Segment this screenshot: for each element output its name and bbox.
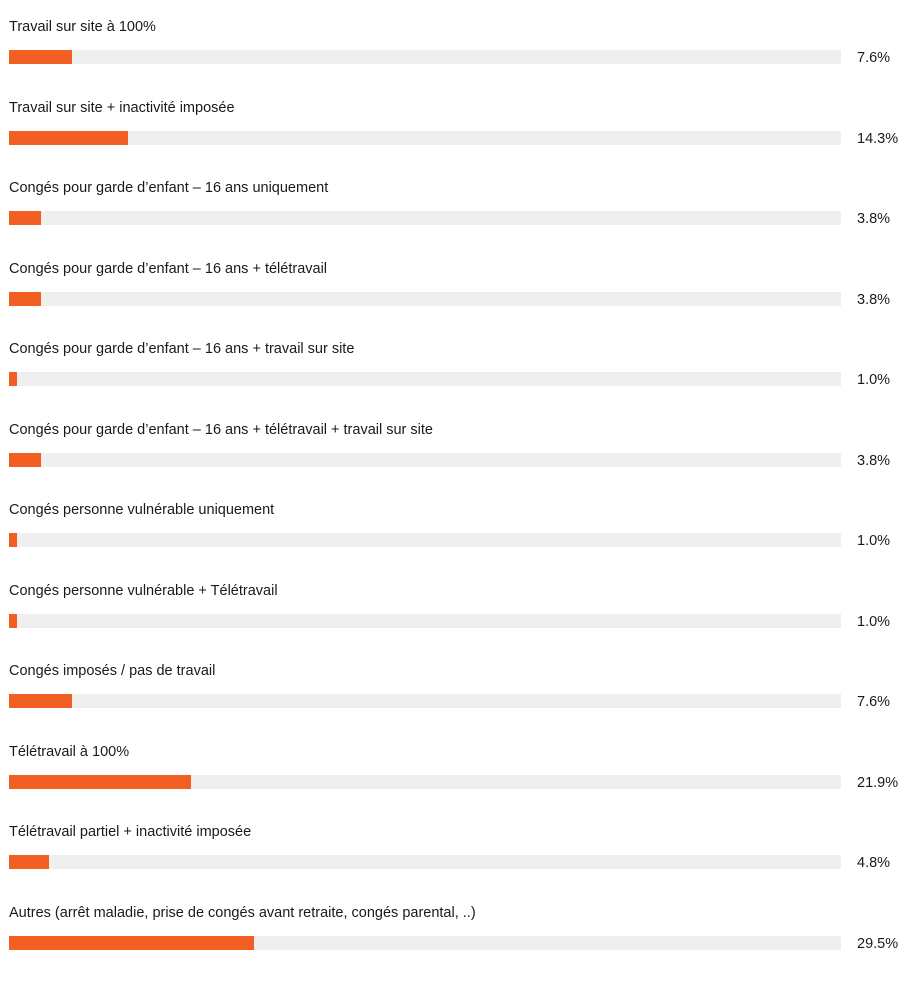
category-label: Congés personne vulnérable uniquement [9, 502, 275, 518]
category-label: Autres (arrêt maladie, prise de congés a… [9, 904, 476, 921]
value-label: 3.8% [857, 452, 891, 469]
bar-row: Télétravail à 100% 21.9% [0, 743, 909, 823]
bar [9, 50, 73, 64]
value-label: 1.0% [857, 372, 891, 388]
bar [9, 130, 128, 145]
bar-row: Congés imposés / pas de travail 7.6% [0, 662, 909, 742]
category-label: Congés pour garde d’enfant – 16 ans + tr… [9, 341, 355, 357]
bar-row: Travail sur site + inactivité imposée 14.… [0, 99, 909, 179]
bar [9, 291, 41, 306]
bar-row: Congés pour garde d’enfant – 16 ans + tr… [0, 340, 909, 420]
value-label: 3.8% [857, 291, 891, 308]
bar-row: Congés personne vulnérable + Télétravail… [0, 582, 909, 662]
bar [9, 372, 18, 386]
bar-row: Télétravail partiel + inactivité imposée… [0, 823, 909, 903]
bar-track [9, 613, 841, 628]
bar-track [9, 372, 841, 386]
bar-row: Congés pour garde d’enfant – 16 ans + té… [0, 421, 909, 501]
bar-track [9, 50, 841, 64]
category-label: Travail sur site à 100% [9, 19, 156, 35]
value-label: 1.0% [857, 533, 891, 549]
bar [9, 855, 49, 869]
category-label: Travail sur site + inactivité imposée [9, 99, 235, 116]
bar [9, 613, 18, 628]
bar [9, 211, 41, 225]
category-label: Congés imposés / pas de travail [9, 663, 216, 679]
bar-track [9, 774, 841, 789]
bar-row: Congés pour garde d’enfant – 16 ans + té… [0, 260, 909, 340]
bar [9, 452, 41, 467]
bar [9, 533, 18, 547]
bar-track [9, 855, 841, 869]
value-label: 3.8% [857, 211, 891, 227]
bar-track [9, 452, 841, 467]
category-label: Congés pour garde d’enfant – 16 ans + té… [9, 260, 328, 277]
category-label: Télétravail à 100% [9, 743, 130, 760]
bar-row: Travail sur site à 100% 7.6% [0, 18, 909, 98]
bar-track [9, 291, 841, 306]
bar [9, 694, 73, 708]
bar [9, 935, 255, 950]
bar-row: Congés pour garde d’enfant – 16 ans uniq… [0, 179, 909, 259]
category-label: Congés pour garde d’enfant – 16 ans + té… [9, 421, 433, 438]
category-label: Télétravail partiel + inactivité imposée [9, 824, 252, 840]
value-label: 1.0% [857, 613, 891, 630]
bar-track [9, 211, 841, 225]
bar-track [9, 533, 841, 547]
bar [9, 774, 192, 789]
value-label: 4.8% [857, 855, 891, 871]
bar-track [9, 935, 841, 950]
bar-track [9, 694, 841, 708]
value-label: 7.6% [857, 694, 891, 710]
bar-track [9, 130, 841, 145]
value-label: 21.9% [857, 774, 899, 791]
category-label: Congés pour garde d’enfant – 16 ans uniq… [9, 180, 329, 196]
category-label: Congés personne vulnérable + Télétravail [9, 582, 278, 599]
bar-row: Congés personne vulnérable uniquement 1.0… [0, 501, 909, 581]
value-label: 14.3% [857, 130, 899, 147]
value-label: 7.6% [857, 50, 891, 66]
horizontal-bar-chart: Travail sur site à 100% 7.6% Travail sur s… [0, 18, 909, 952]
